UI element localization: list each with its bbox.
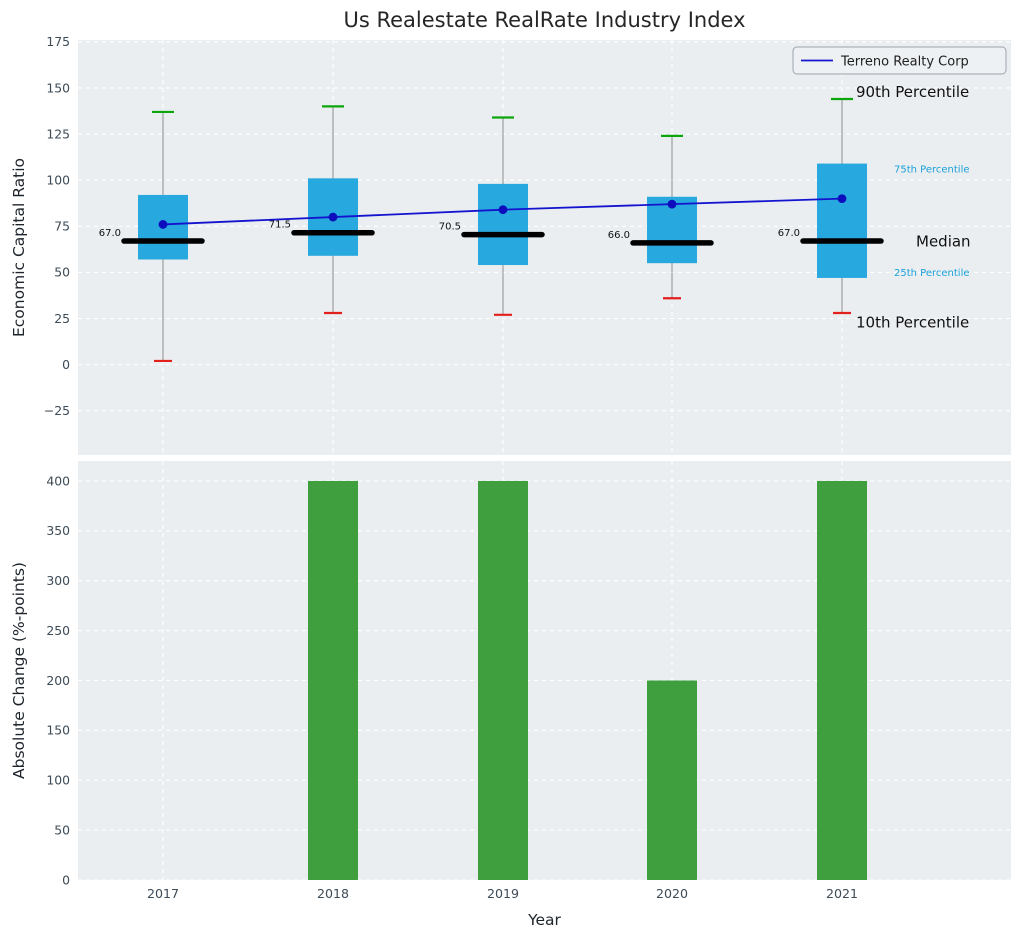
bottom-y-tick-label: 200 — [46, 673, 70, 688]
median-value-label-2019: 70.5 — [439, 222, 461, 233]
top-y-tick-label: 175 — [46, 34, 70, 49]
bottom-y-tick-label: 50 — [54, 822, 70, 837]
x-axis-label: Year — [527, 911, 561, 929]
terreno-realty-dot-2018 — [328, 212, 338, 222]
top-y-tick-label: 75 — [54, 219, 70, 234]
top-y-tick-label: 100 — [46, 172, 70, 187]
terreno-realty-dot-2020 — [667, 199, 677, 209]
figure-title: Us Realestate RealRate Industry Index — [343, 8, 746, 32]
bar-2021 — [817, 480, 867, 880]
annotation-median: Median — [916, 232, 971, 250]
bottom-y-tick-label: 300 — [46, 573, 70, 588]
top-y-tick-label: 50 — [54, 265, 70, 280]
bottom-y-axis-label: Absolute Change (%-points) — [10, 562, 28, 779]
bar-2019 — [478, 480, 528, 880]
legend-label: Terreno Realty Corp — [840, 55, 969, 70]
top-axes-bg — [78, 40, 1011, 455]
top-y-axis-label: Economic Capital Ratio — [10, 158, 28, 337]
median-value-label-2017: 67.0 — [99, 228, 121, 239]
bar-2018 — [308, 480, 358, 880]
top-y-tick-label: −25 — [44, 403, 70, 418]
bar-2020 — [647, 680, 697, 880]
x-tick-label-2020: 2020 — [656, 886, 688, 901]
bottom-y-tick-label: 400 — [46, 473, 70, 488]
top-y-tick-label: 150 — [46, 80, 70, 95]
terreno-realty-dot-2021 — [837, 194, 847, 204]
x-tick-label-2018: 2018 — [317, 886, 349, 901]
x-tick-label-2021: 2021 — [826, 886, 858, 901]
terreno-realty-dot-2017 — [158, 220, 168, 229]
bottom-y-tick-label: 150 — [46, 723, 70, 738]
top-y-tick-label: 0 — [62, 357, 70, 372]
terreno-realty-dot-2019 — [498, 205, 508, 215]
annotation-10th-percentile: 10th Percentile — [856, 314, 969, 332]
annotation-90th-percentile: 90th Percentile — [856, 83, 969, 101]
annotation-75th-percentile: 75th Percentile — [894, 165, 970, 176]
bottom-y-tick-label: 350 — [46, 523, 70, 538]
iqr-box-2019 — [478, 183, 528, 266]
top-y-tick-label: 125 — [46, 126, 70, 141]
legend-box — [792, 46, 1007, 75]
iqr-box-2021 — [817, 163, 867, 278]
top-y-tick-label: 25 — [54, 311, 70, 326]
bottom-y-tick-label: 0 — [62, 872, 70, 887]
bottom-y-tick-label: 100 — [46, 773, 70, 788]
median-value-label-2018: 71.5 — [269, 220, 291, 231]
x-tick-label-2019: 2019 — [487, 886, 519, 901]
median-value-label-2021: 67.0 — [778, 228, 800, 239]
bottom-y-tick-label: 250 — [46, 623, 70, 638]
annotation-25th-percentile: 25th Percentile — [894, 268, 970, 279]
bottom-axes-bg — [78, 461, 1011, 880]
median-value-label-2020: 66.0 — [608, 230, 630, 241]
x-tick-label-2017: 2017 — [147, 886, 179, 901]
